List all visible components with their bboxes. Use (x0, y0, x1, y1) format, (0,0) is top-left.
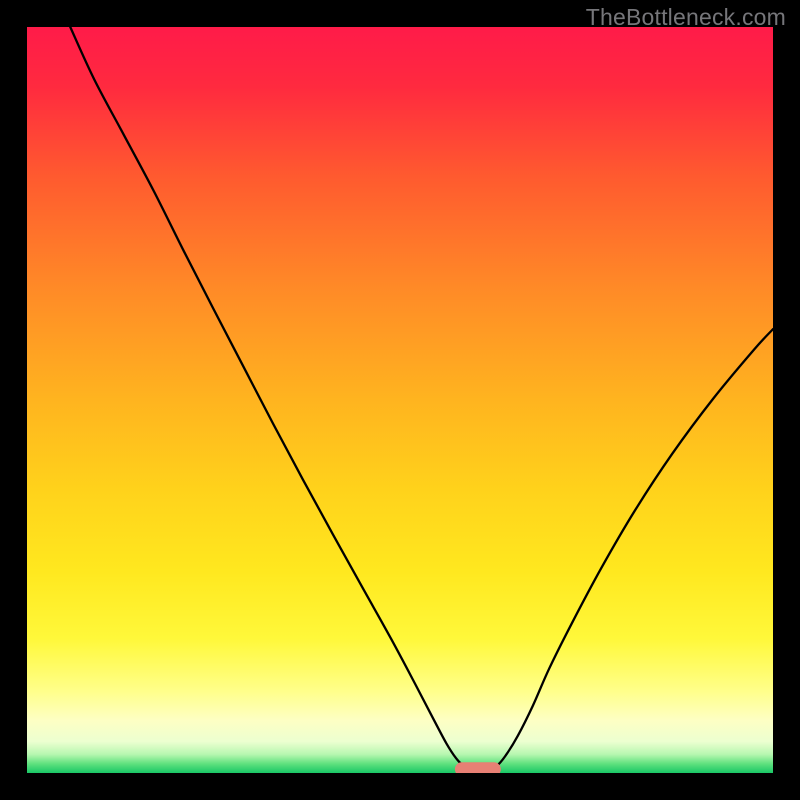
optimal-marker (454, 763, 500, 773)
plot-area (27, 27, 773, 773)
gradient-background (27, 27, 773, 773)
chart-frame: TheBottleneck.com (0, 0, 800, 800)
chart-svg (27, 27, 773, 773)
